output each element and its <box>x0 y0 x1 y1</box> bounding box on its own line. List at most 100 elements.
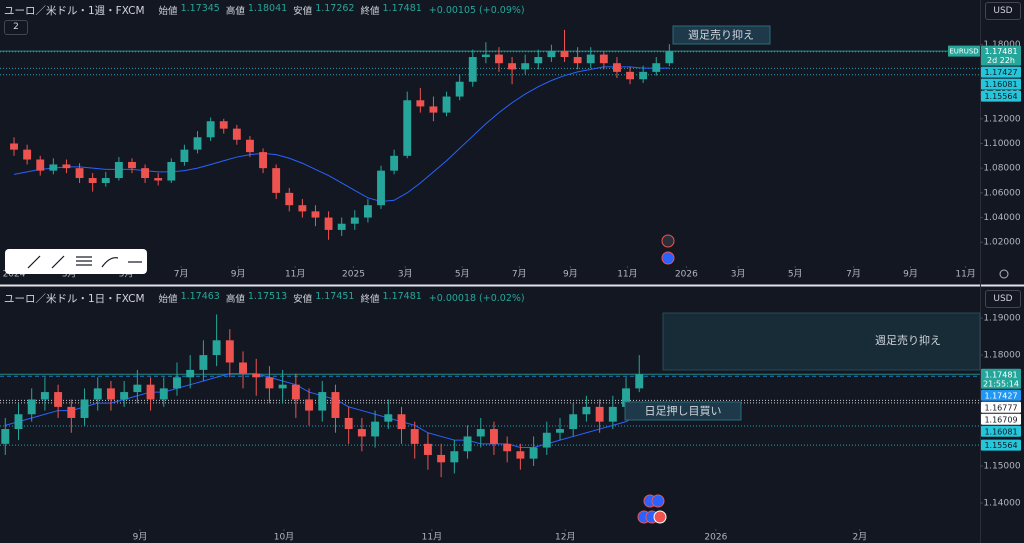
candle-body <box>62 164 71 169</box>
price-tag <box>981 413 1021 425</box>
candle-body <box>476 429 485 437</box>
change: +0.00105 (+0.09%) <box>428 4 525 16</box>
candle-body <box>560 50 569 58</box>
y-tick-label: 1.18000 <box>983 40 1020 50</box>
candle-body <box>423 443 432 455</box>
ohlc-legend: 始値 1.17345 高値 1.18041 安値 1.17262 終値 1.17481 <box>159 3 425 17</box>
x-tick-label: 3月 <box>398 269 413 280</box>
candle-body <box>49 164 58 171</box>
price-tag <box>981 66 1021 78</box>
candle-body <box>344 417 353 430</box>
price-tag-label: 1.16777 <box>984 403 1017 412</box>
candle-body <box>437 454 446 463</box>
candle-body <box>468 57 477 82</box>
candle-body <box>442 96 451 113</box>
candle-body <box>154 178 163 181</box>
x-tick-label: 5月 <box>455 269 470 280</box>
ohlc-value: 1.17481 <box>382 3 422 14</box>
price-tag <box>981 368 1021 389</box>
candle-body <box>371 421 380 437</box>
y-tick-label: 1.04000 <box>983 213 1020 223</box>
candle-body <box>114 161 123 179</box>
currency-button[interactable]: USD <box>985 290 1021 308</box>
x-tick-label: 7月 <box>846 269 861 280</box>
event-icon[interactable] <box>661 234 675 248</box>
event-icon[interactable] <box>661 251 675 265</box>
event-icon[interactable] <box>653 510 667 524</box>
annotation-box <box>662 312 981 371</box>
candle-body <box>206 121 215 138</box>
y-tick-label: 1.15000 <box>983 462 1020 472</box>
candle-body <box>80 399 89 418</box>
candle-body <box>193 137 202 150</box>
candle-body <box>199 355 208 370</box>
candle-body <box>582 406 591 415</box>
currency-button[interactable]: USD <box>985 2 1021 20</box>
symbol-title: ユーロ／米ドル・1日・FXCM <box>4 292 145 305</box>
candle-body <box>128 161 136 169</box>
candle-body <box>291 384 300 400</box>
candle-body <box>455 81 464 97</box>
price-tag-label: 1.15564 <box>984 441 1017 450</box>
candle-body <box>146 384 155 400</box>
price-tag <box>981 439 1021 451</box>
candle-body <box>490 429 498 444</box>
candle-body <box>75 168 84 179</box>
candle-body <box>106 388 115 400</box>
candle-body <box>272 168 281 193</box>
candle-body <box>377 170 385 206</box>
candle-body <box>595 406 604 422</box>
annotation-box <box>624 401 742 421</box>
candle-body <box>397 414 406 430</box>
price-tag-label: 1.17481 <box>984 47 1017 56</box>
ohlc-value: 1.17345 <box>180 3 220 14</box>
candle-body <box>133 384 142 393</box>
candle-body <box>298 205 307 212</box>
candle-body <box>305 399 314 411</box>
candle-body <box>14 414 23 430</box>
ohlc-label: 終値 <box>360 294 380 305</box>
x-tick-label: 11月 <box>422 532 442 543</box>
candle-body <box>410 429 419 444</box>
candle-body <box>232 128 241 140</box>
ohlc-value: 1.17513 <box>247 291 288 302</box>
candle-body <box>529 447 538 459</box>
candle-body <box>67 406 76 418</box>
annotation-box <box>672 25 771 45</box>
ohlc-label: 終値 <box>360 6 380 17</box>
price-tag <box>981 45 1021 66</box>
candle-body <box>463 436 472 452</box>
x-tick-label: 2026 <box>704 533 727 543</box>
x-tick-label: 7月 <box>174 269 189 280</box>
candle-body <box>225 340 234 363</box>
moving-average <box>13 66 670 203</box>
candle-body <box>23 149 32 160</box>
ohlc-value: 1.17451 <box>315 291 355 302</box>
symbol-title: ユーロ／米ドル・1週・FXCM <box>4 4 145 17</box>
candle-body <box>1 429 10 444</box>
candle-body <box>639 71 648 80</box>
candle-body <box>503 443 512 452</box>
candle-body <box>357 429 366 437</box>
x-tick-label: 11月 <box>955 269 975 280</box>
candle-body <box>547 50 556 58</box>
price-tag-note: 21:55:14 <box>983 379 1019 388</box>
candle-body <box>608 406 617 422</box>
candle-body <box>481 54 490 58</box>
candle-body <box>508 63 517 70</box>
candle-body <box>450 451 459 463</box>
price-tag-label: 1.15564 <box>984 92 1017 101</box>
interval-badge[interactable]: 2 <box>4 20 28 35</box>
candle-body <box>569 414 578 430</box>
settings-icon[interactable] <box>999 269 1009 279</box>
annotation-text: 週足売り抑え <box>875 333 941 347</box>
candle-body <box>120 392 129 400</box>
ohlc-label: 高値 <box>225 6 245 17</box>
y-tick-label: 1.19000 <box>983 314 1020 324</box>
candle-body <box>167 161 176 181</box>
candle-body <box>141 168 150 179</box>
x-tick-label: 2月 <box>852 532 867 543</box>
event-icon[interactable] <box>651 494 665 508</box>
toolbar-icons <box>27 255 142 269</box>
